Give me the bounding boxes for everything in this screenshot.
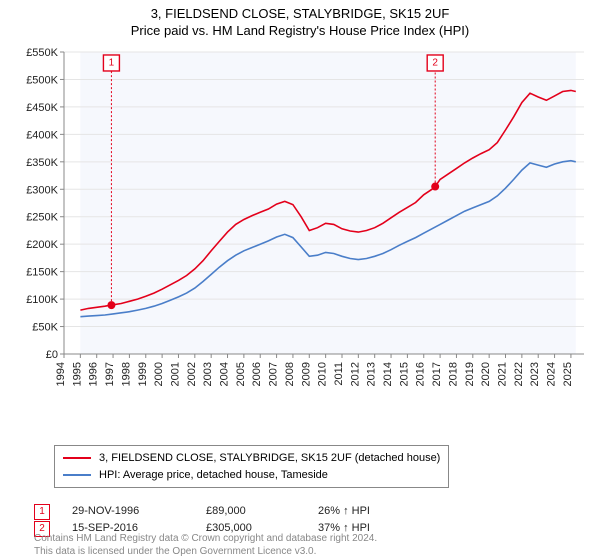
svg-text:1: 1 [109, 57, 115, 68]
legend-swatch-price [63, 457, 91, 459]
legend-label-price: 3, FIELDSEND CLOSE, STALYBRIDGE, SK15 2U… [99, 450, 440, 467]
legend-row-hpi: HPI: Average price, detached house, Tame… [63, 467, 440, 484]
svg-text:1994: 1994 [55, 362, 67, 386]
svg-text:£350K: £350K [26, 157, 58, 169]
svg-text:2021: 2021 [497, 362, 509, 386]
svg-text:2022: 2022 [513, 362, 525, 386]
svg-text:2000: 2000 [153, 362, 165, 386]
svg-text:2018: 2018 [447, 362, 459, 386]
footnote-line2: This data is licensed under the Open Gov… [34, 546, 316, 557]
svg-text:2019: 2019 [464, 362, 476, 386]
title-line1: 3, FIELDSEND CLOSE, STALYBRIDGE, SK15 2U… [0, 6, 600, 21]
page-root: 3, FIELDSEND CLOSE, STALYBRIDGE, SK15 2U… [0, 0, 600, 560]
svg-text:2024: 2024 [546, 362, 558, 386]
svg-text:2008: 2008 [284, 362, 296, 386]
svg-text:£150K: £150K [26, 267, 58, 279]
svg-text:£50K: £50K [32, 322, 58, 334]
svg-text:2: 2 [432, 57, 438, 68]
legend: 3, FIELDSEND CLOSE, STALYBRIDGE, SK15 2U… [54, 445, 449, 488]
svg-text:2009: 2009 [300, 362, 312, 386]
legend-label-hpi: HPI: Average price, detached house, Tame… [99, 467, 328, 484]
chart-svg: £0 £50K £100K £150K £200K £250K £300K £350K £400… [10, 42, 590, 388]
svg-text:2010: 2010 [317, 362, 329, 386]
svg-text:2003: 2003 [202, 362, 214, 386]
svg-text:2004: 2004 [219, 362, 231, 386]
svg-text:1995: 1995 [71, 362, 83, 386]
event-marker-1: 1 [34, 504, 50, 520]
svg-text:£0: £0 [46, 349, 58, 361]
svg-text:2011: 2011 [333, 362, 345, 386]
svg-text:2017: 2017 [431, 362, 443, 386]
svg-text:£500K: £500K [26, 74, 58, 86]
svg-text:£400K: £400K [26, 129, 58, 141]
svg-text:2012: 2012 [349, 362, 361, 386]
event-delta-1: 26% ↑ HPI [318, 503, 418, 521]
svg-text:2025: 2025 [562, 362, 574, 386]
svg-text:£550K: £550K [26, 47, 58, 59]
title-line2: Price paid vs. HM Land Registry's House … [0, 23, 600, 38]
svg-text:2015: 2015 [398, 362, 410, 386]
svg-text:2016: 2016 [415, 362, 427, 386]
legend-row-price: 3, FIELDSEND CLOSE, STALYBRIDGE, SK15 2U… [63, 450, 440, 467]
svg-text:£300K: £300K [26, 184, 58, 196]
svg-text:2020: 2020 [480, 362, 492, 386]
event-marker-1-num: 1 [39, 504, 45, 520]
svg-text:1997: 1997 [104, 362, 116, 386]
svg-text:2005: 2005 [235, 362, 247, 386]
legend-swatch-hpi [63, 474, 91, 476]
svg-text:£100K: £100K [26, 294, 58, 306]
svg-text:1998: 1998 [120, 362, 132, 386]
svg-text:2023: 2023 [529, 362, 541, 386]
chart-area: £0 £50K £100K £150K £200K £250K £300K £350K £400… [10, 42, 590, 388]
svg-text:1999: 1999 [137, 362, 149, 386]
footnote: Contains HM Land Registry data © Crown c… [34, 533, 588, 558]
svg-text:£200K: £200K [26, 239, 58, 251]
svg-text:2014: 2014 [382, 362, 394, 386]
svg-text:£250K: £250K [26, 212, 58, 224]
svg-text:2002: 2002 [186, 362, 198, 386]
svg-text:2001: 2001 [169, 362, 181, 386]
event-price-1: £89,000 [206, 503, 296, 521]
svg-text:£450K: £450K [26, 102, 58, 114]
svg-text:1996: 1996 [88, 362, 100, 386]
svg-text:2006: 2006 [251, 362, 263, 386]
svg-text:2013: 2013 [366, 362, 378, 386]
footnote-line1: Contains HM Land Registry data © Crown c… [34, 533, 377, 544]
title-block: 3, FIELDSEND CLOSE, STALYBRIDGE, SK15 2U… [0, 0, 600, 38]
svg-text:2007: 2007 [268, 362, 280, 386]
event-date-1: 29-NOV-1996 [72, 503, 184, 521]
event-row-1: 1 29-NOV-1996 £89,000 26% ↑ HPI [34, 503, 418, 521]
